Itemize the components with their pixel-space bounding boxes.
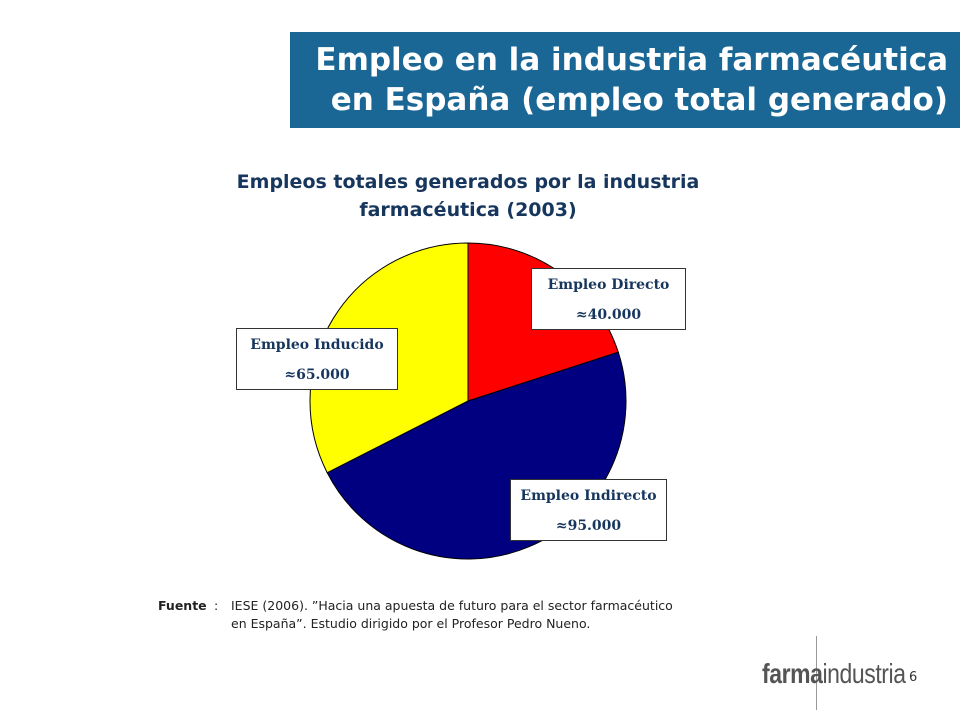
callout-inducido-value: ≈65.000 xyxy=(284,367,350,383)
callout-directo: Empleo Directo ≈40.000 xyxy=(531,268,686,330)
callout-indirecto-value: ≈95.000 xyxy=(555,518,622,534)
source-line1: IESE (2006). ”Hacia una apuesta de futur… xyxy=(231,598,673,613)
source-label: Fuente xyxy=(158,598,207,613)
slide-title-line1: Empleo en la industria farmacéutica xyxy=(315,42,948,78)
logo-regular-part: industria xyxy=(822,658,906,689)
footer-divider xyxy=(816,636,817,710)
title-banner: Empleo en la industria farmacéutica en E… xyxy=(290,32,960,128)
callout-inducido: Empleo Inducido ≈65.000 xyxy=(236,328,398,390)
farmaindustria-logo: farmaindustria xyxy=(762,658,906,690)
logo-bold-part: farma xyxy=(762,658,823,689)
chart-title: Empleos totales generados por la industr… xyxy=(150,168,786,224)
source-text: IESE (2006). ”Hacia una apuesta de futur… xyxy=(231,597,751,633)
source-line2: en España”. Estudio dirigido por el Prof… xyxy=(231,616,591,631)
callout-indirecto-label: Empleo Indirecto xyxy=(520,488,657,504)
callout-inducido-label: Empleo Inducido xyxy=(250,337,384,353)
page-number: 6 xyxy=(909,670,918,685)
chart-title-line2: farmacéutica (2003) xyxy=(359,199,577,221)
callout-directo-label: Empleo Directo xyxy=(547,277,670,293)
callout-directo-value: ≈40.000 xyxy=(575,307,642,323)
slide-title-line2: en España (empleo total generado) xyxy=(330,82,948,118)
source-colon: : xyxy=(214,598,219,613)
callout-indirecto: Empleo Indirecto ≈95.000 xyxy=(510,479,667,541)
chart-title-line1: Empleos totales generados por la industr… xyxy=(236,171,700,193)
